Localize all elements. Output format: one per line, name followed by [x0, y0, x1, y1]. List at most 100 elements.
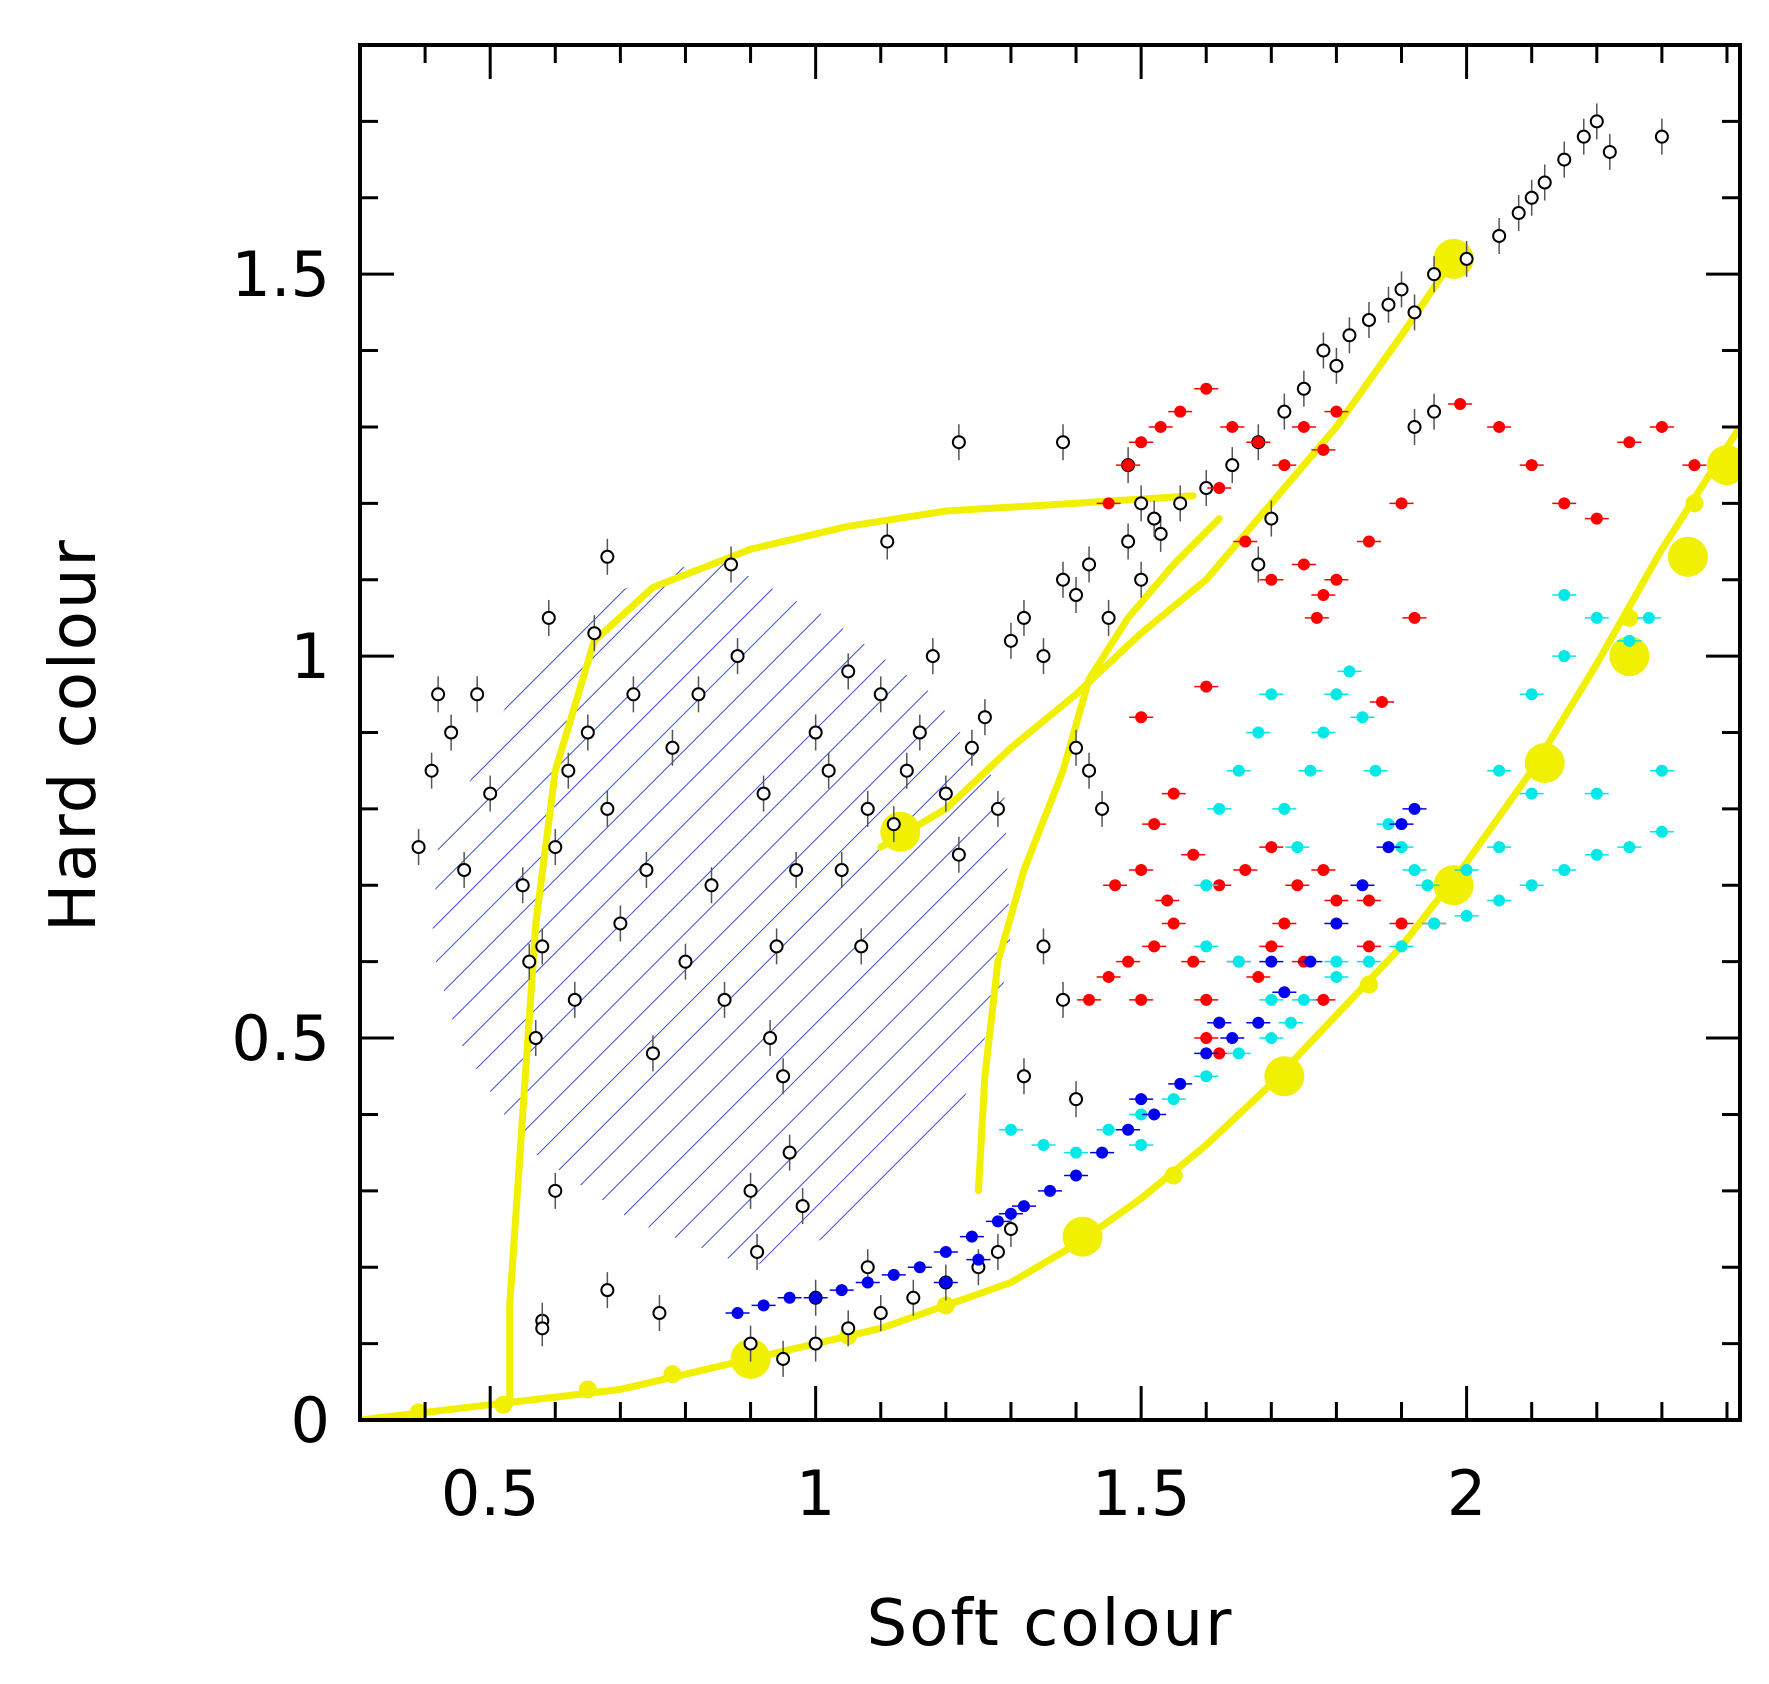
- blue-filled-circles-point-7: [913, 1261, 926, 1274]
- black-open-circles-point-70: [1316, 343, 1331, 358]
- black-open-circles-point-42: [854, 939, 869, 954]
- black-open-circles-point-89: [1056, 435, 1071, 450]
- red-filled-circles-point-17: [1135, 864, 1148, 876]
- black-open-circles-point-49: [938, 786, 953, 801]
- track-1-big-marker-2: [1264, 1056, 1305, 1097]
- black-open-circles-point-28: [730, 649, 745, 664]
- black-open-circles-point-94: [776, 1351, 791, 1366]
- black-open-circles-point-85: [1589, 114, 1604, 129]
- black-open-circles-point-46: [899, 763, 914, 778]
- cyan-filled-circles-point-34: [1382, 818, 1395, 831]
- red-filled-circles-point-5: [1167, 917, 1180, 930]
- red-filled-circles-point-52: [1317, 589, 1330, 601]
- blue-filled-circles-point-25: [1382, 841, 1395, 854]
- track-1-big-marker-6: [1667, 536, 1708, 577]
- blue-filled-circles-point-31: [1135, 1093, 1148, 1106]
- red-filled-circles-point-24: [1317, 864, 1330, 876]
- black-open-circles-point-109: [1069, 740, 1084, 755]
- black-open-circles-point-4: [457, 863, 472, 877]
- black-open-circles-point-52: [977, 710, 992, 725]
- black-open-circles-point-13: [548, 1183, 563, 1198]
- black-open-circles-point-33: [769, 939, 784, 954]
- red-filled-circles-point-42: [1226, 420, 1239, 433]
- black-open-circles-point-12: [548, 840, 563, 855]
- cyan-filled-circles-point-32: [1356, 711, 1369, 724]
- black-open-circles-point-20: [626, 687, 641, 702]
- blue-filled-circles-point-23: [1330, 917, 1343, 930]
- black-open-circles-point-81: [1524, 190, 1539, 205]
- black-open-circles-point-37: [795, 1199, 810, 1214]
- black-open-circles-point-30: [750, 1244, 765, 1259]
- black-open-circles-point-19: [613, 916, 628, 931]
- black-open-circles-point-3: [444, 725, 459, 740]
- track-1-marker-2: [578, 1380, 597, 1399]
- red-filled-circles-point-33: [1200, 680, 1213, 693]
- track-4-big-marker-1: [1433, 238, 1474, 279]
- cyan-filled-circles-point-54: [1330, 955, 1343, 968]
- cyan-filled-circles-point-48: [1525, 787, 1538, 800]
- black-open-circles-point-54: [1003, 633, 1018, 648]
- black-open-circles-point-88: [951, 435, 966, 450]
- black-open-circles-point-57: [1056, 572, 1071, 587]
- x-tick-label-0: 0.5: [441, 1457, 540, 1530]
- black-open-circles-point-48: [925, 649, 940, 664]
- cyan-filled-circles-point-43: [1590, 611, 1603, 624]
- black-open-circles-point-120: [1407, 419, 1422, 434]
- red-filled-circles-point-53: [1362, 535, 1375, 548]
- blue-filled-circles-point-0: [731, 1307, 744, 1320]
- black-open-circles-point-93: [743, 1336, 758, 1351]
- black-open-circles-point-86: [1602, 144, 1617, 159]
- track-3-line: [974, 515, 1223, 1195]
- cyan-filled-circles-point-21: [1200, 879, 1213, 892]
- black-open-circles-point-96: [841, 1321, 856, 1336]
- black-open-circles-point-114: [1016, 1069, 1031, 1084]
- red-filled-circles-point-62: [1655, 420, 1668, 433]
- black-open-circles-point-121: [1264, 511, 1279, 526]
- blue-filled-circles-point-9: [965, 1230, 978, 1243]
- black-open-circles-point-8: [522, 954, 537, 969]
- red-filled-circles-point-64: [1310, 611, 1323, 624]
- black-open-circles-point-112: [1069, 1092, 1084, 1107]
- blue-filled-circles-point-12: [1044, 1184, 1056, 1197]
- black-open-circles-point-115: [1036, 939, 1051, 954]
- blue-filled-circles-point-32: [1213, 1016, 1226, 1029]
- cyan-filled-circles-point-28: [1304, 764, 1317, 777]
- black-open-circles-point-45: [886, 817, 901, 832]
- cyan-filled-circles-point-40: [1265, 993, 1278, 1006]
- red-filled-circles-point-19: [1187, 848, 1200, 861]
- cyan-filled-circles-point-52: [1493, 841, 1506, 854]
- red-filled-circles-point-47: [1330, 405, 1343, 418]
- black-open-circles-point-113: [1056, 992, 1071, 1007]
- black-open-circles-point-80: [1511, 206, 1526, 221]
- red-filled-circles-point-30: [1213, 1047, 1226, 1060]
- black-open-circles-point-18: [600, 801, 615, 816]
- cyan-filled-circles-point-20: [1655, 825, 1668, 838]
- blue-filled-circles-point-2: [783, 1291, 796, 1304]
- cyan-filled-circles-point-29: [1317, 726, 1330, 739]
- cyan-filled-circles-point-42: [1558, 650, 1571, 663]
- black-open-circles-point-56: [1036, 649, 1051, 664]
- black-open-circles-point-92: [724, 557, 739, 572]
- blue-filled-circles-point-4: [835, 1284, 848, 1297]
- y-axis-title: Hard colour: [37, 538, 111, 932]
- cyan-filled-circles-point-0: [1004, 1123, 1017, 1136]
- black-open-circles-point-78: [1459, 251, 1474, 266]
- red-filled-circles-point-6: [1187, 955, 1200, 968]
- red-filled-circles-point-46: [1317, 443, 1330, 456]
- cyan-filled-circles-point-23: [1232, 764, 1245, 777]
- black-open-circles-point-32: [763, 1031, 778, 1046]
- red-filled-circles-point-38: [1135, 436, 1148, 449]
- black-open-circles-point-79: [1492, 228, 1507, 243]
- track-1-marker-6: [936, 1296, 955, 1315]
- red-filled-circles-point-15: [1330, 894, 1343, 907]
- track-1-big-marker-4: [1524, 743, 1565, 784]
- blue-filled-circles-point-33: [1265, 955, 1278, 968]
- black-open-circles-point-64: [1173, 496, 1188, 511]
- cyan-filled-circles-point-39: [1232, 955, 1245, 968]
- cyan-filled-circles-point-26: [1278, 802, 1291, 815]
- x-tick-label-2: 1.5: [1092, 1457, 1191, 1530]
- black-open-circles-point-91: [600, 549, 615, 564]
- red-filled-circles-point-34: [1135, 711, 1148, 724]
- red-filled-circles-point-65: [1330, 573, 1343, 586]
